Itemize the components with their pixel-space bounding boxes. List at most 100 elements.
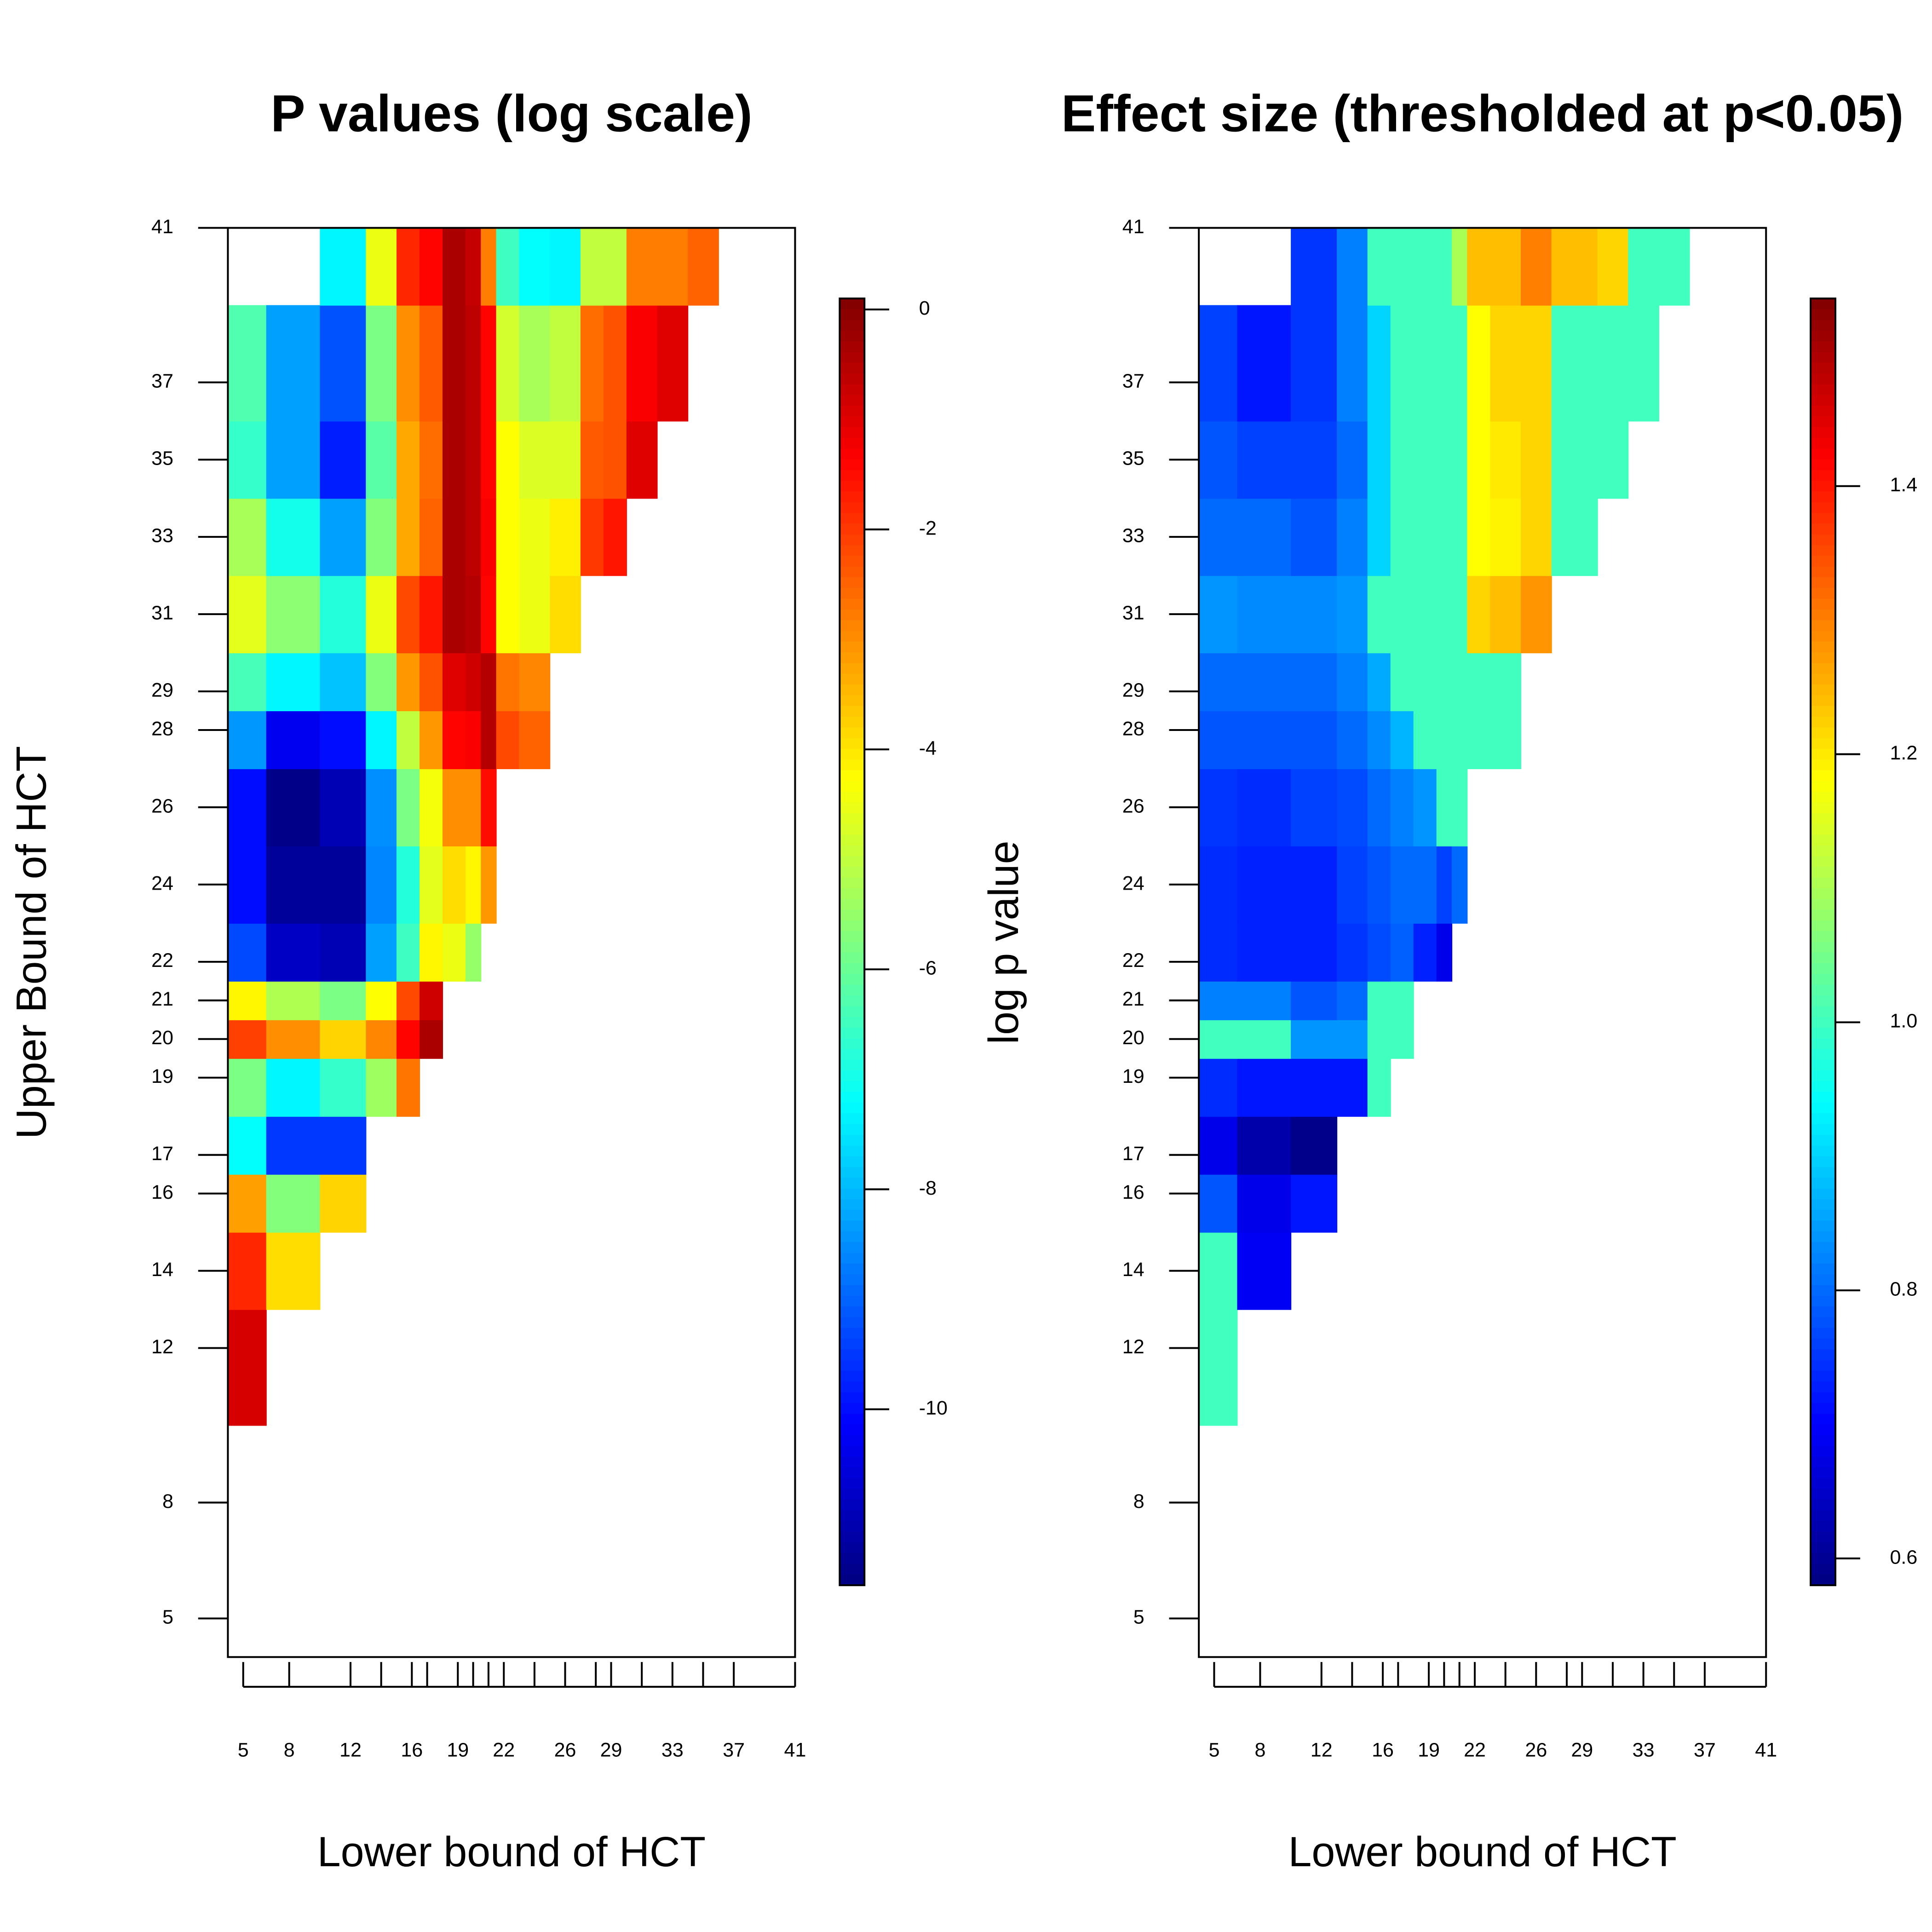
heatmap-cell bbox=[481, 845, 497, 924]
colorbar-swatch bbox=[1811, 824, 1835, 835]
colorbar-swatch bbox=[840, 1188, 865, 1200]
colorbar-label: log p value bbox=[980, 841, 1027, 1045]
colorbar-swatch bbox=[840, 1317, 865, 1329]
heatmap-cell bbox=[603, 305, 627, 422]
colorbar-swatch bbox=[1811, 877, 1835, 889]
heatmap-cell bbox=[396, 1019, 420, 1059]
heatmap-cell bbox=[481, 305, 497, 422]
colorbar-swatch bbox=[1811, 1328, 1835, 1340]
heatmap-cell bbox=[366, 711, 397, 770]
colorbar-swatch bbox=[840, 1531, 865, 1543]
colorbar-swatch bbox=[1811, 352, 1835, 364]
y-tick-label: 26 bbox=[1122, 795, 1144, 817]
heatmap-cell bbox=[228, 1058, 267, 1117]
colorbar-swatch bbox=[1811, 620, 1835, 632]
heatmap-cell bbox=[481, 653, 497, 712]
heatmap-cell bbox=[1490, 711, 1522, 770]
heatmap-cell bbox=[1467, 653, 1491, 712]
heatmap-cell bbox=[603, 228, 627, 306]
heatmap-cell bbox=[1237, 1019, 1292, 1059]
x-tick-label: 12 bbox=[339, 1739, 362, 1761]
colorbar-swatch bbox=[840, 1349, 865, 1361]
heatmap-cell bbox=[1337, 421, 1368, 499]
heatmap-cell bbox=[1490, 653, 1522, 712]
heatmap-cell bbox=[1436, 228, 1453, 306]
colorbar-swatch bbox=[1811, 888, 1835, 900]
heatmap-cell bbox=[1436, 711, 1453, 770]
heatmap-cell bbox=[1337, 981, 1368, 1020]
colorbar-swatch bbox=[840, 984, 865, 996]
heatmap-cell bbox=[1337, 923, 1368, 982]
heatmap-cell bbox=[228, 981, 267, 1020]
colorbar-swatch bbox=[840, 995, 865, 1007]
colorbar-swatch bbox=[840, 1253, 865, 1265]
colorbar-swatch bbox=[840, 534, 865, 546]
heatmap-cell bbox=[396, 845, 420, 924]
heatmap-cell bbox=[320, 1019, 367, 1059]
colorbar-swatch bbox=[840, 802, 865, 814]
heatmap-cell bbox=[419, 923, 443, 982]
heatmap-cell bbox=[1237, 575, 1292, 654]
heatmap-cell bbox=[1237, 711, 1292, 770]
x-tick-label: 12 bbox=[1311, 1739, 1333, 1761]
heatmap-cell bbox=[1291, 845, 1338, 924]
colorbar-swatch bbox=[840, 759, 865, 771]
colorbar-swatch bbox=[1811, 1564, 1835, 1576]
y-tick-label: 16 bbox=[151, 1181, 173, 1203]
colorbar-swatch bbox=[1811, 1081, 1835, 1093]
heatmap-cell bbox=[228, 711, 267, 770]
heatmap-cell bbox=[1574, 228, 1598, 306]
colorbar-swatch bbox=[1811, 1070, 1835, 1082]
x-tick-label: 29 bbox=[600, 1739, 622, 1761]
heatmap-cell bbox=[1237, 1174, 1292, 1233]
heatmap-cell bbox=[1413, 575, 1437, 654]
heatmap-cell bbox=[1367, 845, 1391, 924]
colorbar-swatch bbox=[1811, 1317, 1835, 1329]
colorbar-swatch bbox=[1811, 1231, 1835, 1243]
heatmap-cell bbox=[626, 228, 658, 306]
heatmap-cell bbox=[1390, 845, 1414, 924]
heatmap-cell bbox=[481, 575, 497, 654]
heatmap-cell bbox=[1467, 711, 1491, 770]
heatmap-cell bbox=[496, 711, 520, 770]
colorbar-swatch bbox=[1811, 1103, 1835, 1114]
heatmap-cell bbox=[1521, 575, 1552, 654]
heatmap-cell bbox=[1237, 1058, 1292, 1117]
heatmap-cell bbox=[550, 421, 581, 499]
colorbar-swatch bbox=[1811, 1370, 1835, 1382]
y-tick-label: 12 bbox=[1122, 1336, 1144, 1358]
colorbar-swatch bbox=[840, 1135, 865, 1146]
heatmap-cell bbox=[1628, 305, 1660, 422]
colorbar-swatch bbox=[1811, 931, 1835, 943]
colorbar-swatch bbox=[840, 1467, 865, 1479]
heatmap-cell bbox=[1237, 305, 1292, 422]
heatmap-cell bbox=[228, 1174, 267, 1233]
heatmap-cell bbox=[580, 421, 604, 499]
colorbar-swatch bbox=[840, 1360, 865, 1372]
colorbar-swatch bbox=[1811, 309, 1835, 321]
colorbar-tick-label: 0.8 bbox=[1890, 1278, 1917, 1300]
colorbar-swatch bbox=[840, 867, 865, 878]
colorbar-frame bbox=[839, 297, 866, 1587]
y-tick-label: 29 bbox=[151, 679, 173, 701]
colorbar-swatch bbox=[1811, 1521, 1835, 1532]
colorbar-swatch bbox=[840, 1295, 865, 1307]
colorbar-swatch bbox=[1811, 1263, 1835, 1275]
heatmap-cell bbox=[266, 575, 321, 654]
colorbar-swatch bbox=[840, 1167, 865, 1179]
y-tick-label: 8 bbox=[162, 1490, 173, 1512]
heatmap-cell bbox=[1237, 653, 1292, 712]
y-tick-label: 31 bbox=[151, 602, 173, 624]
colorbar-swatch bbox=[840, 556, 865, 567]
colorbar-swatch bbox=[1811, 1059, 1835, 1071]
colorbar-swatch bbox=[840, 330, 865, 342]
colorbar-swatch bbox=[1811, 448, 1835, 460]
colorbar-swatch bbox=[1811, 899, 1835, 910]
colorbar-swatch bbox=[840, 309, 865, 321]
heatmap-cell bbox=[1574, 421, 1598, 499]
heatmap-cell bbox=[1367, 923, 1391, 982]
colorbar-swatch bbox=[840, 1220, 865, 1232]
colorbar-swatch bbox=[840, 1178, 865, 1189]
x-tick-label: 26 bbox=[1525, 1739, 1547, 1761]
colorbar-swatch bbox=[1811, 1178, 1835, 1189]
